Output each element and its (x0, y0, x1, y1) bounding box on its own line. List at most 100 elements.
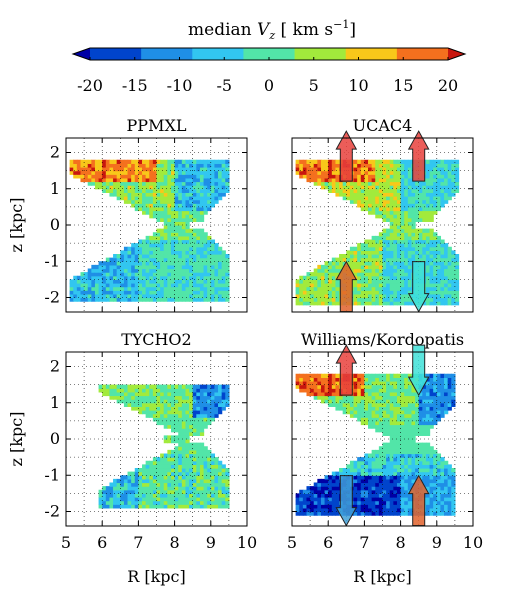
heatmap-cell (167, 174, 172, 179)
heatmap-cell (214, 497, 219, 502)
heatmap-cell (131, 192, 136, 197)
heatmap-cell (123, 475, 129, 480)
heatmap-cell (167, 188, 172, 193)
heatmap-cell (207, 188, 212, 193)
heatmap-cell (163, 464, 168, 469)
heatmap-cell (210, 261, 216, 266)
heatmap-cell (429, 228, 434, 233)
heatmap-cell (174, 177, 179, 183)
heatmap-cell (218, 410, 223, 415)
heatmap-cell (203, 268, 208, 273)
heatmap-cell (317, 163, 322, 168)
heatmap-cell (142, 167, 147, 172)
heatmap-cell (444, 486, 449, 491)
heatmap-cell (331, 384, 337, 389)
heatmap-cell (189, 489, 194, 494)
heatmap-cell (371, 199, 376, 204)
heatmap-cell (207, 391, 212, 397)
heatmap-cell (425, 163, 431, 168)
heatmap-cell (152, 297, 158, 302)
heatmap-cell (207, 261, 212, 266)
heatmap-cell (429, 254, 434, 259)
heatmap-cell (433, 457, 438, 462)
heatmap-cell (378, 196, 384, 201)
heatmap-cell (127, 250, 132, 255)
heatmap-cell (368, 420, 373, 426)
heatmap-cell (113, 279, 118, 284)
heatmap-cell (393, 406, 398, 411)
heatmap-cell (436, 395, 442, 400)
heatmap-cell (440, 163, 445, 168)
heatmap-cell (199, 214, 205, 219)
heatmap-cell (378, 257, 384, 262)
heatmap-cell (382, 286, 387, 291)
heatmap-cell (328, 399, 333, 404)
heatmap-cell (357, 257, 362, 262)
heatmap-cell (214, 290, 219, 295)
heatmap-cell (357, 395, 362, 400)
heatmap-cell (396, 264, 402, 270)
heatmap-cell (378, 384, 384, 389)
heatmap-cell (320, 395, 326, 400)
heatmap-cell (396, 428, 402, 433)
heatmap-cell (371, 377, 376, 382)
heatmap-cell (210, 500, 216, 505)
heatmap-cell (145, 170, 150, 175)
heatmap-cell (407, 170, 413, 175)
heatmap-cell (156, 177, 161, 183)
heatmap-cell (221, 159, 226, 164)
heatmap-cell (400, 293, 405, 299)
heatmap-cell (407, 413, 413, 418)
heatmap-cell (80, 272, 85, 277)
heatmap-cell (378, 250, 384, 255)
heatmap-cell (349, 257, 355, 262)
heatmap-cell (156, 413, 161, 418)
heatmap-cell (76, 293, 82, 299)
heatmap-cell (69, 170, 74, 175)
heatmap-cell (178, 475, 183, 480)
heatmap-cell (138, 254, 143, 259)
heatmap-cell (364, 478, 369, 484)
heatmap-cell (174, 170, 179, 175)
heatmap-cell (131, 391, 136, 397)
heatmap-cell (185, 402, 190, 407)
heatmap-cell (436, 493, 442, 498)
heatmap-cell (142, 395, 147, 400)
heatmap-cell (160, 261, 165, 266)
heatmap-cell (360, 486, 365, 491)
heatmap-cell (73, 286, 78, 291)
heatmap-cell (393, 471, 398, 476)
heatmap-cell (199, 275, 205, 280)
heatmap-cell (371, 478, 376, 484)
heatmap-cell (364, 250, 369, 255)
heatmap-cell (203, 174, 208, 179)
heatmap-cell (170, 163, 176, 168)
heatmap-cell (357, 417, 362, 422)
heatmap-cell (189, 468, 194, 473)
heatmap-cell (411, 228, 416, 233)
heatmap-cell (407, 159, 413, 164)
heatmap-cell (386, 486, 391, 491)
heatmap-cell (415, 206, 420, 212)
heatmap-cell (174, 293, 179, 299)
heatmap-cell (210, 453, 216, 458)
heatmap-cell (170, 293, 176, 299)
heatmap-cell (451, 283, 456, 288)
heatmap-cell (113, 177, 118, 183)
heatmap-cell (134, 500, 139, 505)
heatmap-cell (113, 395, 118, 400)
heatmap-cell (418, 192, 423, 197)
heatmap-cell (181, 257, 187, 262)
heatmap-cell (145, 246, 150, 251)
heatmap-cell (310, 275, 315, 280)
heatmap-cell (320, 497, 326, 502)
heatmap-cell (199, 254, 205, 259)
heatmap-cell (299, 293, 304, 299)
heatmap-cell (167, 221, 172, 226)
heatmap-cell (313, 293, 318, 299)
heatmap-cell (116, 257, 121, 262)
heatmap-cell (360, 504, 365, 509)
heatmap-cell (353, 250, 358, 255)
heatmap-cell (433, 264, 438, 270)
heatmap-cell (167, 250, 172, 255)
